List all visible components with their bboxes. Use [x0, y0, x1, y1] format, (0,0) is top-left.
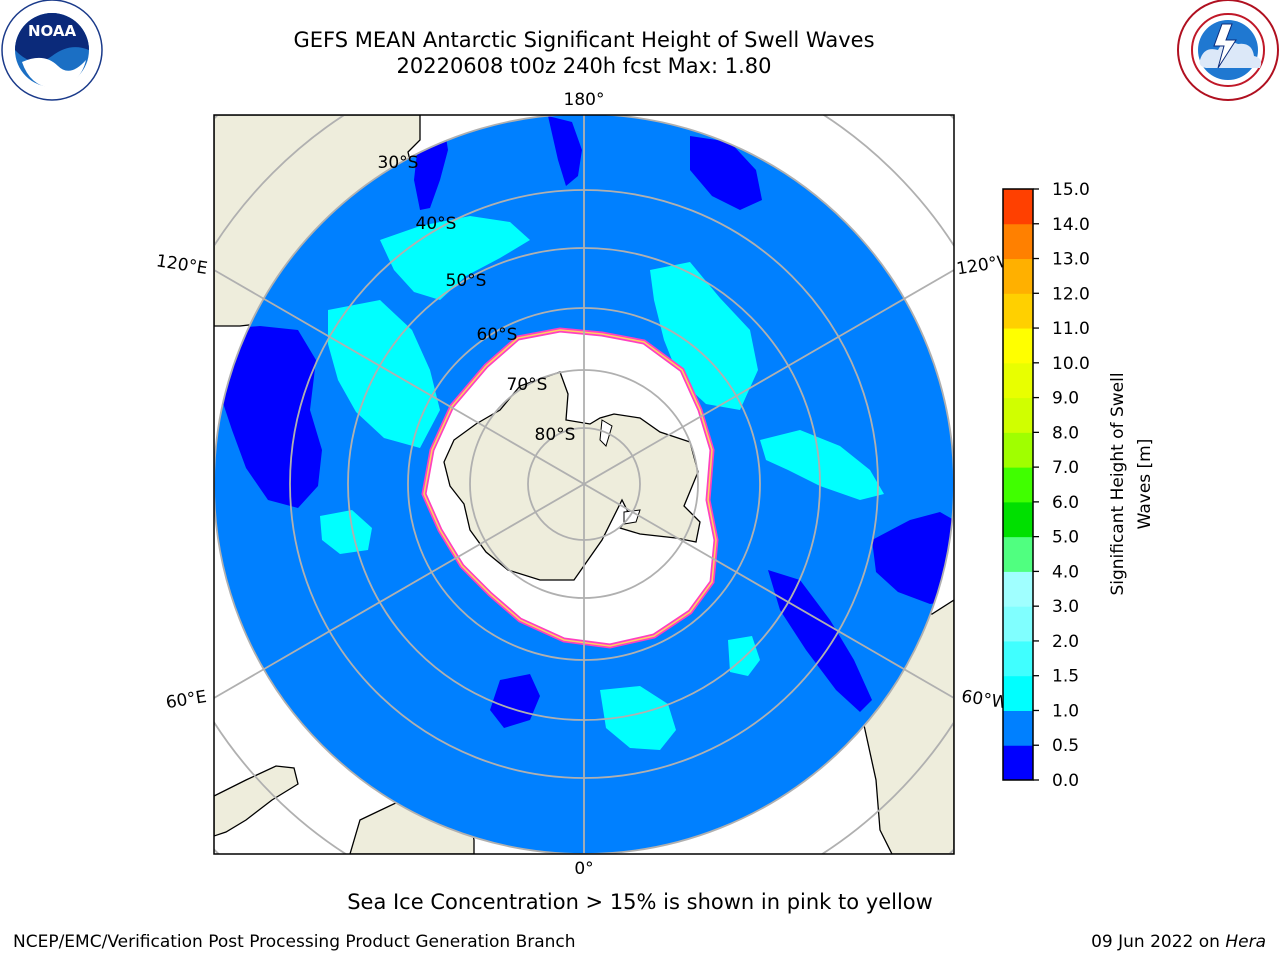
- credit-host: Hera: [1225, 932, 1266, 952]
- lat-label-40s: 40°S: [416, 214, 457, 234]
- lat-label-50s: 50°S: [446, 271, 487, 291]
- colorbar-segment: [1003, 501, 1033, 538]
- credit-date: 09 Jun 2022 on Hera: [1091, 932, 1266, 952]
- lon-label-lower-left: 60°E: [164, 687, 208, 713]
- colorbar-tick-label: 5.0: [1052, 528, 1079, 548]
- colorbar-tick-label: 3.0: [1052, 597, 1079, 617]
- credit-branch: NCEP/EMC/Verification Post Processing Pr…: [13, 932, 576, 952]
- colorbar-label-line1: Significant Height of Swell: [1108, 372, 1128, 595]
- colorbar-segment: [1003, 293, 1033, 329]
- colorbar-segment: [1003, 362, 1033, 399]
- colorbar-tick-label: 0.0: [1052, 771, 1079, 791]
- colorbar-segment: [1003, 189, 1033, 225]
- colorbar-segment: [1003, 606, 1033, 642]
- colorbar-segment: [1003, 432, 1033, 468]
- colorbar-segment: [1003, 710, 1033, 746]
- colorbar-tick-label: 4.0: [1052, 562, 1079, 582]
- lat-label-80s: 80°S: [535, 425, 576, 445]
- colorbar-tick-label: 1.0: [1052, 701, 1079, 721]
- colorbar-segment: [1003, 640, 1033, 677]
- colorbar-tick-label: 0.5: [1052, 736, 1079, 756]
- colorbar-frame: [1002, 188, 1034, 781]
- colorbar-segment: [1003, 328, 1033, 364]
- colorbar-tick-label: 11.0: [1052, 319, 1090, 339]
- chart-subtitle: 20220608 t00z 240h fcst Max: 1.80: [396, 54, 772, 78]
- credit-date-text: 09 Jun 2022 on: [1091, 932, 1226, 952]
- colorbar-tick-label: 14.0: [1052, 215, 1090, 235]
- colorbar-tick-label: 13.0: [1052, 250, 1090, 270]
- noaa-logo-text: NOAA: [28, 22, 77, 40]
- colorbar-tick-label: 10.0: [1052, 354, 1090, 374]
- colorbar-segment: [1003, 258, 1033, 294]
- lon-label-top: 180°: [564, 90, 605, 110]
- colorbar-tick-label: 1.5: [1052, 667, 1079, 687]
- colorbar-tick-label: 8.0: [1052, 423, 1079, 443]
- colorbar-segment: [1003, 397, 1033, 433]
- lat-label-60s: 60°S: [477, 325, 518, 345]
- sea-ice-note: Sea Ice Concentration > 15% is shown in …: [347, 890, 933, 914]
- colorbar-tick-label: 7.0: [1052, 458, 1079, 478]
- lon-label-bottom: 0°: [574, 859, 593, 879]
- colorbar-segment: [1003, 571, 1033, 607]
- colorbar-segment: [1003, 745, 1033, 781]
- lat-label-70s: 70°S: [507, 375, 548, 395]
- graticule: [214, 115, 954, 854]
- nws-logo: [1177, 0, 1279, 101]
- colorbar-segment: [1003, 536, 1033, 572]
- colorbar-tick-label: 9.0: [1052, 389, 1079, 409]
- colorbar-segment: [1003, 223, 1033, 260]
- lat-label-30s: 30°S: [378, 153, 419, 173]
- colorbar-segment: [1003, 675, 1033, 711]
- noaa-logo: NOAA: [1, 0, 103, 101]
- lon-label-upper-left: 120°E: [155, 251, 209, 279]
- colorbar-tick-label: 2.0: [1052, 632, 1079, 652]
- chart-title: GEFS MEAN Antarctic Significant Height o…: [293, 28, 875, 52]
- colorbar-tick-label: 15.0: [1052, 180, 1090, 200]
- colorbar-tick-label: 6.0: [1052, 493, 1079, 513]
- colorbar-tick-label: 12.0: [1052, 284, 1090, 304]
- colorbar-segment: [1003, 467, 1033, 503]
- swell-1m-areas: [320, 216, 884, 750]
- colorbar: 0.0 0.5 1.0 1.5 2.0 3.0 4.0 5.0 6.0 7.0 8.0 9.0 10.0…: [1003, 180, 1090, 791]
- colorbar-label-line2: Waves [m]: [1135, 439, 1155, 530]
